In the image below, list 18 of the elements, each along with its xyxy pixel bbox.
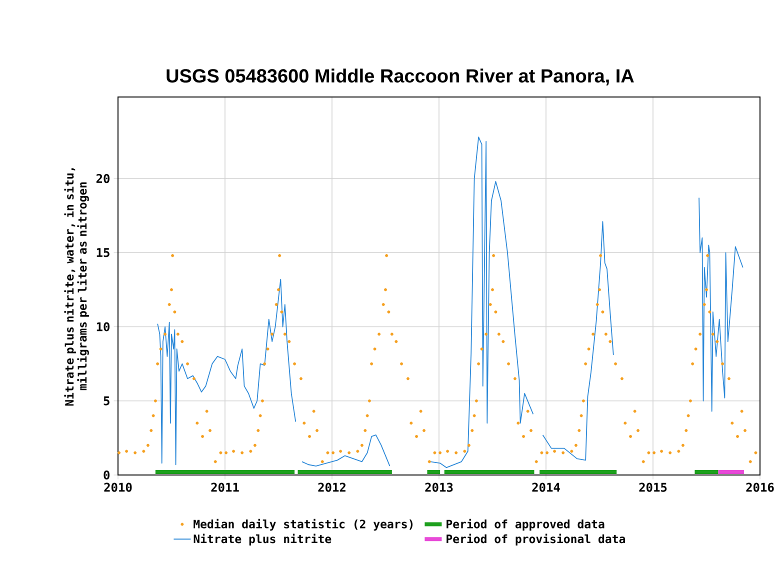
- y-tick-label: 15: [96, 248, 110, 258]
- x-tick-label: 2012: [318, 482, 346, 492]
- x-tick-label: 2013: [425, 482, 453, 492]
- legend-label: Period of provisional data: [446, 534, 625, 546]
- y-tick-label: 20: [96, 174, 110, 184]
- chart-title: USGS 05483600 Middle Raccoon River at Panora, IA: [166, 68, 634, 86]
- y-tick-label: 0: [104, 470, 110, 480]
- legend-label: Period of approved data: [446, 518, 604, 531]
- x-tick-label: 2010: [104, 482, 132, 492]
- legend-label: Median daily statistic (2 years): [194, 518, 413, 531]
- legend-label: Nitrate plus nitrite: [194, 534, 332, 546]
- x-tick-label: 2011: [211, 482, 239, 492]
- x-tick-label: 2015: [639, 482, 667, 492]
- x-tick-label: 2016: [746, 482, 774, 492]
- y-axis-title: Nitrate plus nitrite, water, in situ, milligrams per liter as nitrogen: [64, 168, 89, 406]
- y-tick-label: 5: [104, 396, 110, 406]
- x-tick-label: 2014: [532, 482, 560, 492]
- y-tick-label: 10: [96, 322, 110, 332]
